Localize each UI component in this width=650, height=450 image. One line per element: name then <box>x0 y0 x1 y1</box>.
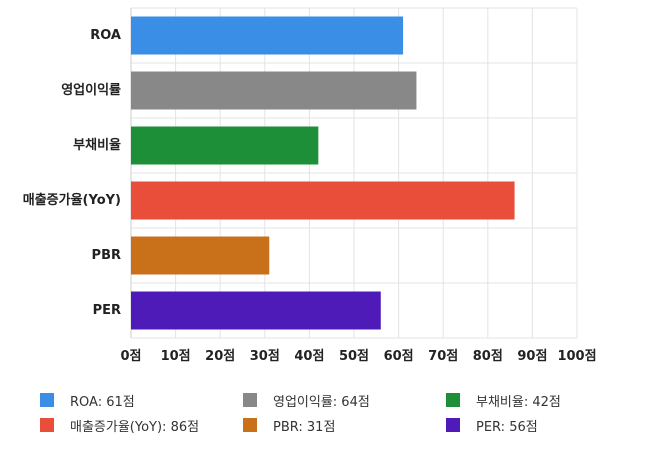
y-tick-label: PER <box>93 303 121 318</box>
y-tick-label: PBR <box>92 248 121 263</box>
legend-swatch <box>446 393 460 407</box>
x-tick-label: 80점 <box>473 349 503 364</box>
bar <box>131 236 270 275</box>
x-tick-label: 0점 <box>120 349 141 364</box>
bar <box>131 16 404 55</box>
bars <box>131 16 515 330</box>
y-tick-label: 영업이익률 <box>61 82 121 98</box>
legend-item: 영업이익률: 64점 <box>243 391 446 410</box>
legend-item: 부채비율: 42점 <box>446 391 630 410</box>
legend-swatch <box>40 393 54 407</box>
x-tick-label: 50점 <box>339 349 369 364</box>
x-tick-label: 10점 <box>161 349 191 364</box>
y-tick-label: 매출증가율(YoY) <box>23 192 121 208</box>
bar <box>131 291 381 330</box>
legend-label: 영업이익률: 64점 <box>273 394 370 410</box>
x-tick-label: 70점 <box>428 349 458 364</box>
bar <box>131 71 417 110</box>
legend-swatch <box>446 418 460 432</box>
legend-swatch <box>243 418 257 432</box>
x-tick-label: 100점 <box>557 349 596 364</box>
legend-swatch <box>40 418 54 432</box>
x-tick-label: 60점 <box>384 349 414 364</box>
legend-swatch <box>243 393 257 407</box>
x-tick-label: 20점 <box>205 349 235 364</box>
x-tick-label: 30점 <box>250 349 280 364</box>
bar <box>131 126 319 165</box>
y-tick-label: 부채비율 <box>73 137 121 153</box>
grid <box>130 7 578 339</box>
legend-label: PBR: 31점 <box>273 419 336 435</box>
legend-item: 매출증가율(YoY): 86점 <box>40 416 243 435</box>
legend-item: PBR: 31점 <box>243 416 446 435</box>
legend-item: ROA: 61점 <box>40 391 243 410</box>
x-tick-label: 40점 <box>294 349 324 364</box>
legend-label: PER: 56점 <box>476 419 538 435</box>
legend-label: 부채비율: 42점 <box>476 394 561 410</box>
legend-label: 매출증가율(YoY): 86점 <box>70 419 200 435</box>
x-axis-labels: 0점 10점 20점 30점 40점 50점 60점 70점 80점 90점 100점 <box>120 349 596 364</box>
y-tick-label: ROA <box>90 28 121 43</box>
legend-label: ROA: 61점 <box>70 394 135 410</box>
bar <box>131 181 515 220</box>
legend-item: PER: 56점 <box>446 416 630 435</box>
x-tick-label: 90점 <box>517 349 547 364</box>
